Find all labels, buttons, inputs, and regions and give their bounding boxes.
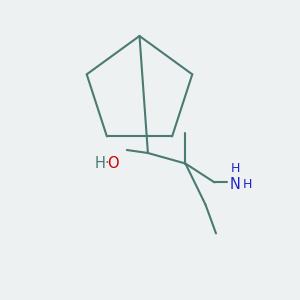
Text: H: H <box>243 178 252 191</box>
Text: H: H <box>95 156 106 171</box>
Text: H: H <box>231 161 240 175</box>
Text: ·: · <box>104 156 109 171</box>
Text: O: O <box>107 156 118 171</box>
Text: N: N <box>230 177 241 192</box>
